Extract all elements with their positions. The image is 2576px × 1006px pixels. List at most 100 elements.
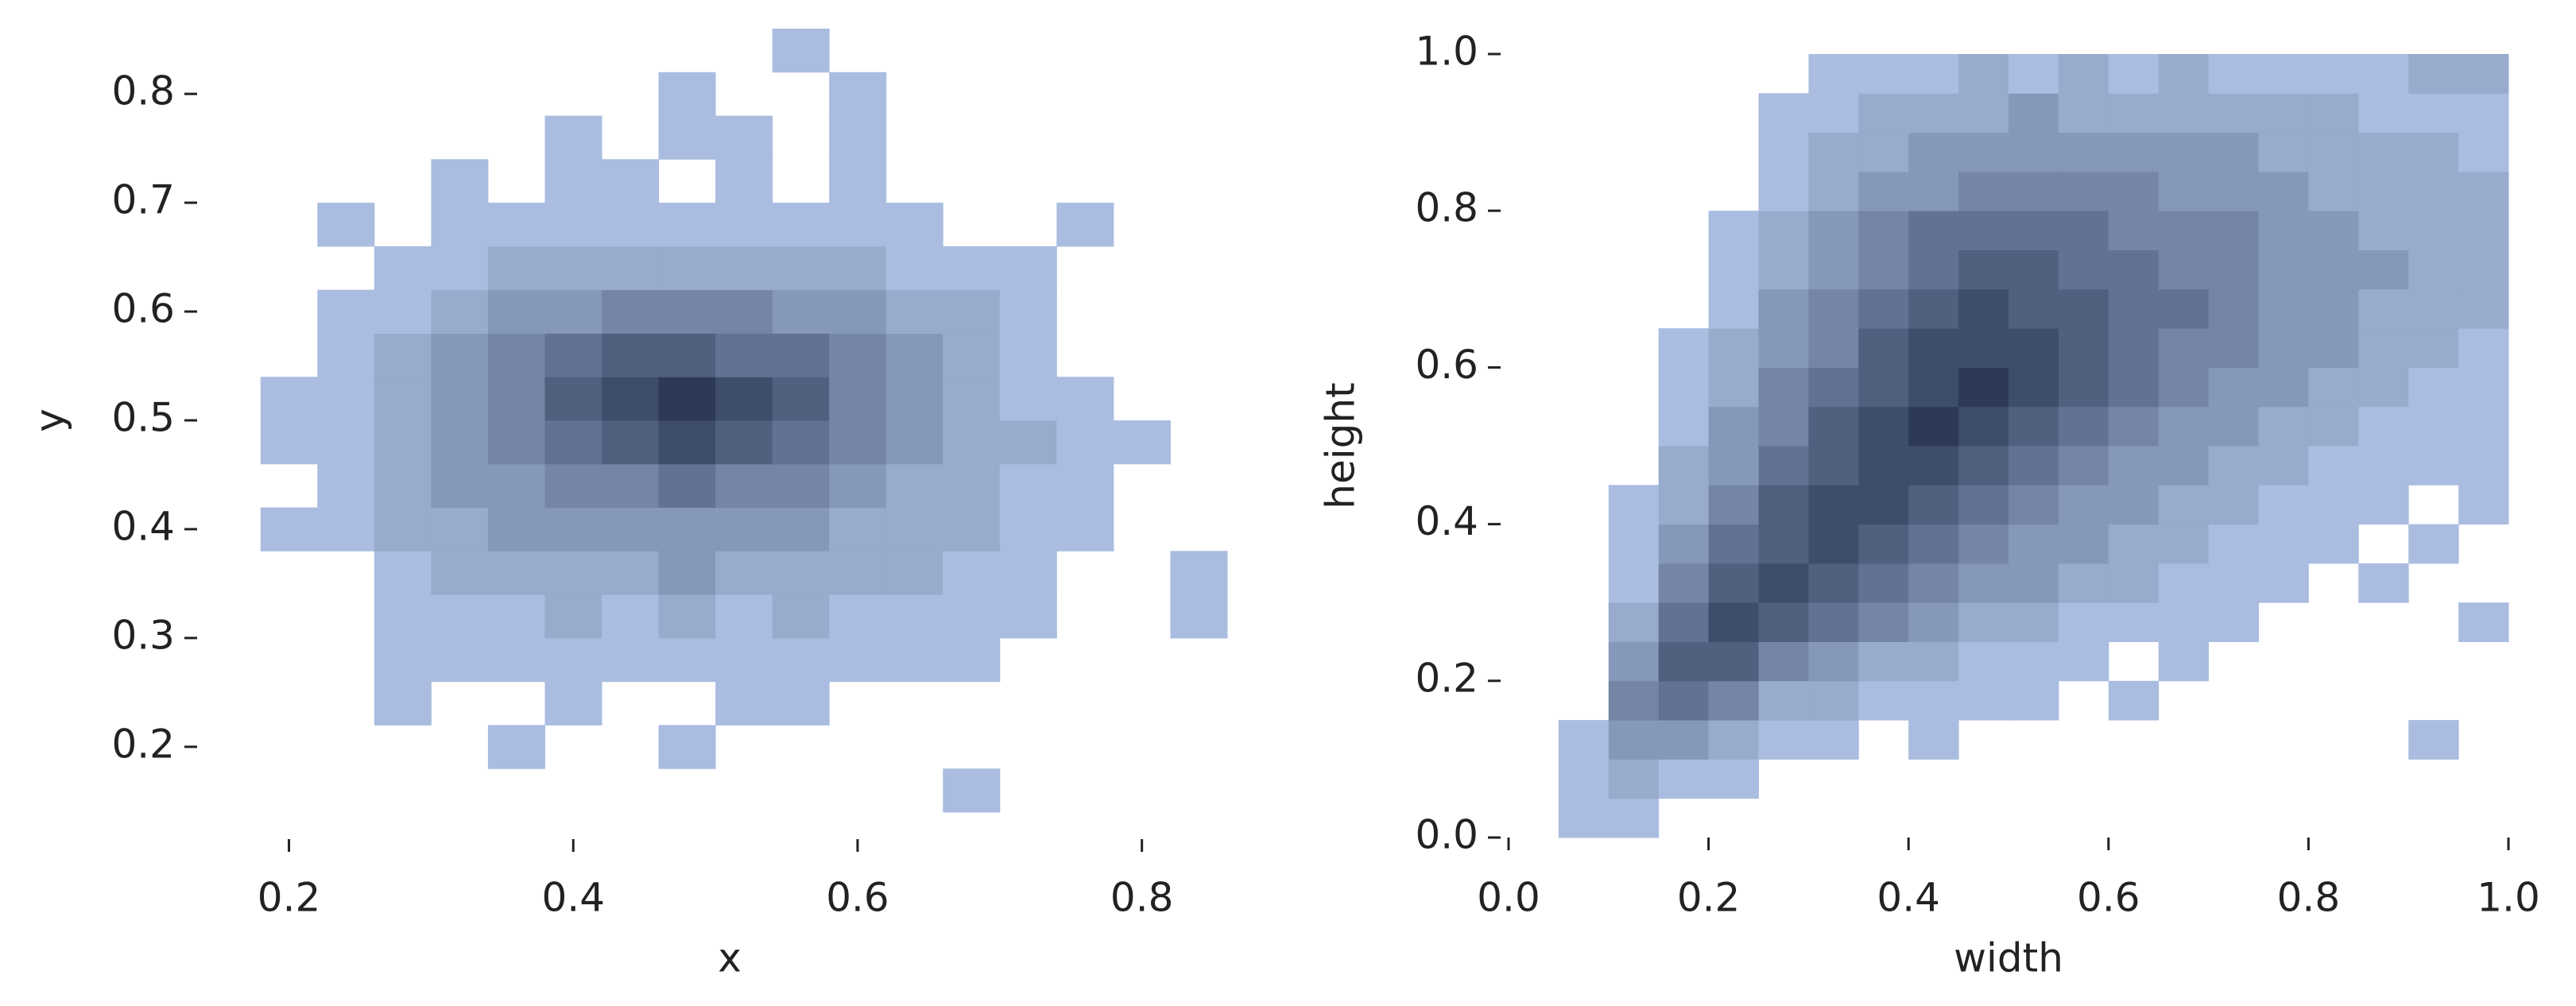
hist-cell bbox=[317, 638, 374, 682]
hist-cell bbox=[2358, 250, 2409, 290]
hist-cell bbox=[602, 551, 660, 595]
hist-cell bbox=[1559, 250, 1609, 290]
hist-cell bbox=[2458, 367, 2509, 408]
hist-cell bbox=[829, 463, 887, 509]
y-tick-label: 1.0 bbox=[1415, 29, 1478, 75]
hist-cell bbox=[2108, 563, 2160, 603]
hist-cell bbox=[2308, 524, 2359, 564]
hist-cell bbox=[1758, 250, 1809, 290]
hist-cell bbox=[658, 507, 716, 551]
hist-cell bbox=[1170, 508, 1227, 551]
hist-cell bbox=[886, 768, 943, 812]
hist-cell bbox=[1708, 367, 1759, 408]
hist-cell bbox=[487, 377, 545, 421]
hist-cell bbox=[1758, 288, 1809, 329]
hist-cell bbox=[943, 72, 1000, 116]
hist-cell bbox=[715, 333, 773, 377]
hist-cell bbox=[2108, 367, 2160, 408]
hist-cell bbox=[2108, 406, 2160, 447]
hist-cell bbox=[1759, 759, 1809, 799]
hist-cell bbox=[886, 725, 943, 768]
y-tick-label: 0.5 bbox=[111, 395, 175, 441]
hist-cell bbox=[1958, 759, 2009, 799]
hist-cell bbox=[2358, 759, 2408, 799]
hist-cell bbox=[1559, 328, 1609, 368]
hist-cell bbox=[2208, 132, 2259, 172]
hist-cell bbox=[431, 594, 489, 639]
hist-cell bbox=[715, 681, 773, 725]
hist-cell bbox=[885, 507, 943, 551]
hist-cell bbox=[317, 507, 375, 551]
hist-cell bbox=[1056, 463, 1114, 509]
hist-cell bbox=[1858, 250, 1909, 290]
hist-cell bbox=[1958, 602, 2009, 642]
hist-cell bbox=[2458, 211, 2509, 250]
hist-cell bbox=[488, 29, 545, 72]
hist-cell bbox=[1659, 799, 1709, 838]
hist-cell bbox=[2158, 328, 2210, 368]
hist-cell bbox=[261, 638, 318, 682]
hist-cell bbox=[431, 551, 489, 595]
hist-cell bbox=[829, 203, 887, 247]
hist-cell bbox=[2108, 132, 2160, 172]
hist-cell bbox=[2408, 250, 2459, 290]
hist-cell bbox=[431, 159, 489, 203]
hist-cell bbox=[2308, 250, 2359, 290]
hist-cell bbox=[2258, 54, 2309, 94]
hist-cell bbox=[2058, 524, 2109, 564]
hist-cell bbox=[715, 507, 773, 551]
hist-cell bbox=[2458, 328, 2509, 368]
hist-cell bbox=[1609, 211, 1659, 250]
hist-cell bbox=[1609, 93, 1659, 133]
hist-cell bbox=[1858, 328, 1909, 368]
hist-cell bbox=[943, 507, 1001, 551]
hist-cell bbox=[2158, 288, 2210, 329]
hist-cell bbox=[2009, 485, 2059, 525]
hist-cell bbox=[1000, 203, 1057, 246]
hist-cell bbox=[1559, 446, 1609, 486]
hist-cell bbox=[1908, 799, 1958, 838]
hist-cell bbox=[544, 507, 602, 551]
hist-cell bbox=[544, 463, 602, 509]
hist-cell bbox=[943, 159, 1000, 203]
hist-cell bbox=[1758, 446, 1809, 486]
hist-cell bbox=[374, 681, 432, 725]
hist-cell bbox=[2358, 524, 2408, 564]
hist-cell bbox=[2258, 563, 2309, 603]
hist-cell bbox=[544, 115, 602, 160]
hist-cell bbox=[261, 72, 318, 116]
hist-cell bbox=[1808, 250, 1859, 290]
hist-cell bbox=[544, 681, 602, 725]
hist-cell bbox=[1759, 54, 1809, 94]
hist-cell bbox=[829, 594, 887, 639]
hist-cell bbox=[659, 29, 716, 72]
hist-cell bbox=[2458, 54, 2509, 94]
hist-cell bbox=[2209, 799, 2259, 838]
hist-cell bbox=[2458, 563, 2508, 603]
hist-cell bbox=[2109, 799, 2159, 838]
hist-cell bbox=[1558, 798, 1610, 838]
hist-cell bbox=[2208, 485, 2259, 525]
hist-cell bbox=[2159, 720, 2209, 760]
hist-cell bbox=[317, 377, 375, 421]
hist-cell bbox=[2209, 759, 2259, 799]
hist-cell bbox=[602, 203, 660, 247]
hist-cell bbox=[2258, 132, 2309, 172]
hist-cell bbox=[1858, 367, 1909, 408]
hist-cell bbox=[317, 594, 374, 638]
hist-cell bbox=[2408, 524, 2459, 564]
hist-cell bbox=[772, 681, 830, 725]
hist-cell bbox=[2009, 171, 2059, 211]
hist-cell bbox=[1609, 133, 1659, 172]
hist-cell bbox=[1170, 203, 1227, 246]
hist-cell bbox=[1056, 551, 1114, 594]
x-tick-label: 0.6 bbox=[2077, 875, 2140, 921]
hist-cell bbox=[261, 29, 318, 72]
hist-cell bbox=[1608, 798, 1660, 838]
hist-cell bbox=[2408, 485, 2458, 524]
hist-cell bbox=[885, 420, 943, 465]
hist-cell bbox=[487, 203, 545, 247]
hist-cell bbox=[658, 551, 716, 595]
hist-cell bbox=[1658, 485, 1710, 525]
